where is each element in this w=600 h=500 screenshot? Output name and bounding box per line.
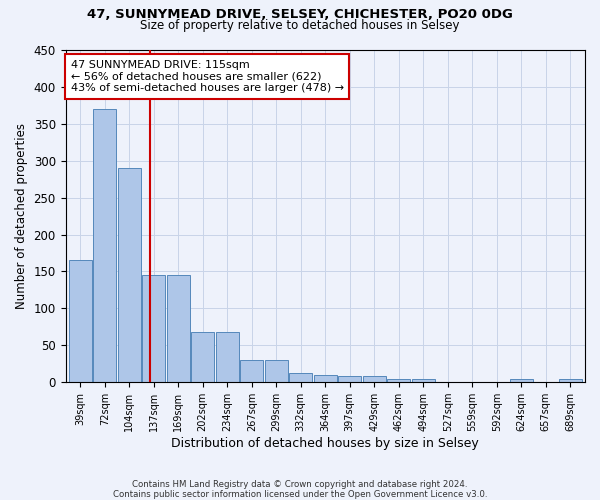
Bar bbox=[412, 380, 435, 382]
Bar bbox=[93, 109, 116, 382]
Bar bbox=[362, 376, 386, 382]
Text: Contains HM Land Registry data © Crown copyright and database right 2024.
Contai: Contains HM Land Registry data © Crown c… bbox=[113, 480, 487, 499]
Text: 47 SUNNYMEAD DRIVE: 115sqm
← 56% of detached houses are smaller (622)
43% of sem: 47 SUNNYMEAD DRIVE: 115sqm ← 56% of deta… bbox=[71, 60, 344, 93]
Bar bbox=[265, 360, 288, 382]
Bar bbox=[509, 380, 533, 382]
Text: Size of property relative to detached houses in Selsey: Size of property relative to detached ho… bbox=[140, 19, 460, 32]
Bar bbox=[338, 376, 361, 382]
X-axis label: Distribution of detached houses by size in Selsey: Distribution of detached houses by size … bbox=[172, 437, 479, 450]
Bar bbox=[167, 275, 190, 382]
Bar bbox=[240, 360, 263, 382]
Bar bbox=[191, 332, 214, 382]
Bar bbox=[559, 380, 582, 382]
Bar bbox=[68, 260, 92, 382]
Bar bbox=[118, 168, 141, 382]
Bar bbox=[215, 332, 239, 382]
Bar bbox=[289, 374, 313, 382]
Bar bbox=[387, 380, 410, 382]
Y-axis label: Number of detached properties: Number of detached properties bbox=[15, 123, 28, 309]
Bar bbox=[314, 375, 337, 382]
Bar bbox=[142, 275, 166, 382]
Text: 47, SUNNYMEAD DRIVE, SELSEY, CHICHESTER, PO20 0DG: 47, SUNNYMEAD DRIVE, SELSEY, CHICHESTER,… bbox=[87, 8, 513, 20]
